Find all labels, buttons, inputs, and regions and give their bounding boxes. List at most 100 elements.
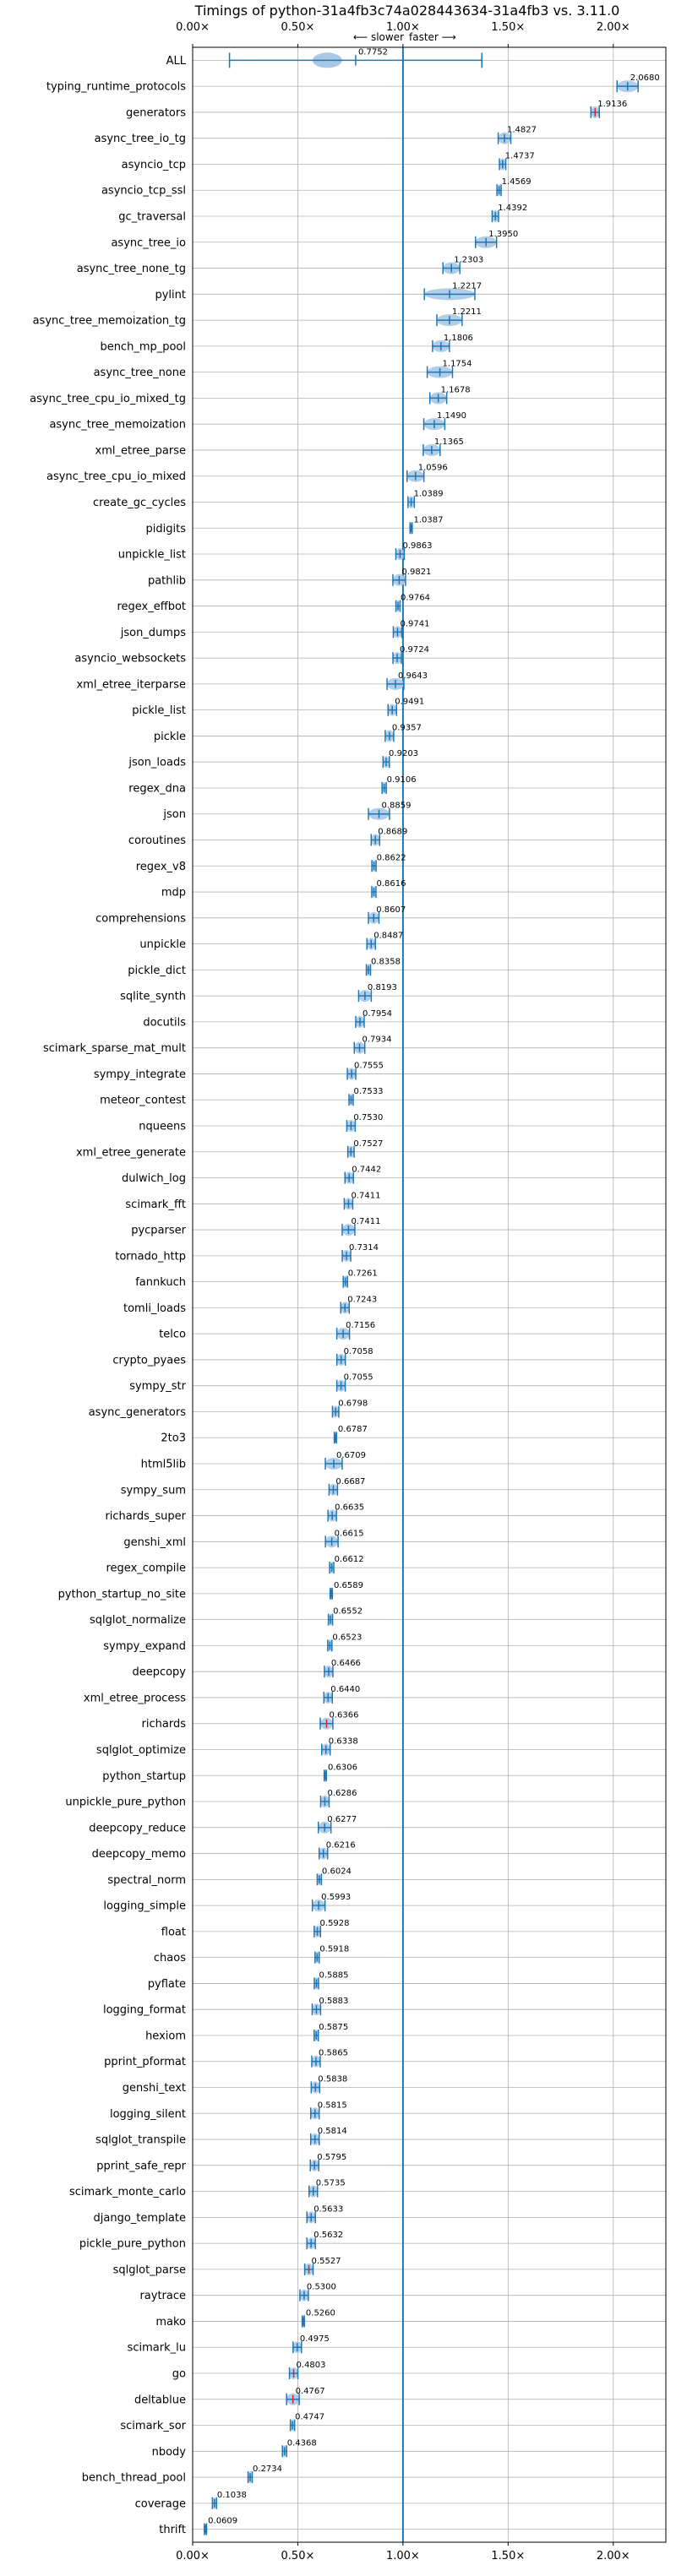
category-label: bench_thread_pool bbox=[82, 2472, 186, 2485]
value-label: 1.2217 bbox=[452, 281, 482, 291]
value-label: 0.5883 bbox=[319, 1997, 348, 2006]
category-label: python_startup_no_site bbox=[58, 1588, 186, 1600]
category-label: meteor_contest bbox=[100, 1095, 186, 1107]
value-label: 1.1678 bbox=[441, 385, 471, 394]
category-label: richards bbox=[142, 1718, 187, 1731]
value-label: 0.8616 bbox=[376, 879, 406, 889]
value-label: 0.6552 bbox=[333, 1607, 363, 1617]
value-label: 0.8487 bbox=[373, 932, 403, 941]
category-label: scimark_fft bbox=[125, 1198, 186, 1211]
category-label: xml_etree_iterparse bbox=[76, 678, 186, 691]
value-label: 1.4827 bbox=[507, 126, 537, 135]
x-tick-label-bottom: 0.50× bbox=[281, 2550, 315, 2562]
plot-area: ALL 0.7752 typing_runtime_protocols 2.0680 g… bbox=[30, 21, 667, 2562]
value-label: 0.1038 bbox=[217, 2491, 247, 2500]
value-label: 0.5993 bbox=[321, 1893, 351, 1902]
category-label: go bbox=[172, 2367, 186, 2380]
value-label: 0.9643 bbox=[398, 671, 428, 681]
category-label: sympy_str bbox=[129, 1380, 186, 1393]
category-label: python_startup bbox=[102, 1770, 186, 1783]
value-label: 0.6024 bbox=[322, 1867, 352, 1876]
category-label: pylint bbox=[155, 289, 186, 302]
value-label: 1.2303 bbox=[454, 256, 483, 265]
category-label: mako bbox=[155, 2316, 186, 2329]
category-label: deepcopy bbox=[132, 1666, 186, 1679]
value-label: 0.7752 bbox=[358, 47, 388, 57]
category-label: unpickle bbox=[139, 938, 186, 951]
value-label: 0.5735 bbox=[316, 2179, 346, 2188]
category-label: tomli_loads bbox=[123, 1302, 186, 1315]
value-label: 1.9136 bbox=[597, 100, 627, 109]
value-label: 0.7314 bbox=[349, 1243, 379, 1253]
value-label: 0.9741 bbox=[400, 619, 429, 628]
value-label: 0.6635 bbox=[335, 1503, 364, 1513]
category-label: sympy_expand bbox=[103, 1640, 186, 1653]
category-label: pickle_dict bbox=[128, 965, 186, 977]
value-label: 0.7954 bbox=[363, 1009, 392, 1019]
value-label: 1.4569 bbox=[502, 177, 532, 187]
category-label: thrift bbox=[159, 2524, 186, 2536]
value-label: 0.7411 bbox=[351, 1191, 380, 1200]
value-label: 1.1754 bbox=[443, 360, 472, 369]
plot-frame bbox=[192, 46, 667, 2543]
value-label: 0.7555 bbox=[354, 1061, 384, 1070]
category-label: coverage bbox=[135, 2497, 186, 2510]
category-label: gc_traversal bbox=[118, 211, 186, 224]
value-label: 1.1490 bbox=[437, 411, 466, 421]
value-label: 0.5928 bbox=[320, 1919, 350, 1928]
category-label: chaos bbox=[154, 1952, 186, 1965]
category-label: deltablue bbox=[134, 2394, 186, 2406]
value-label: 0.6589 bbox=[334, 1581, 363, 1590]
value-label: 0.5632 bbox=[313, 2231, 343, 2240]
category-label: spectral_norm bbox=[107, 1874, 186, 1887]
category-label: async_tree_none_tg bbox=[77, 263, 186, 275]
value-label: 0.9106 bbox=[387, 775, 417, 785]
value-label: 0.5795 bbox=[317, 2153, 346, 2162]
value-label: 0.7527 bbox=[353, 1139, 383, 1149]
category-label: fannkuch bbox=[135, 1276, 186, 1289]
category-label: xml_etree_parse bbox=[95, 444, 186, 457]
value-label: 1.4737 bbox=[505, 151, 535, 160]
value-label: 1.1806 bbox=[444, 334, 473, 343]
x-tick-label-top: 2.00× bbox=[597, 21, 630, 34]
category-label: async_tree_io bbox=[111, 236, 186, 249]
value-label: 0.5300 bbox=[307, 2283, 336, 2292]
category-label: bench_mp_pool bbox=[100, 340, 186, 353]
category-label: typing_runtime_protocols bbox=[46, 81, 186, 94]
value-label: 0.7530 bbox=[353, 1113, 383, 1122]
category-label: xml_etree_process bbox=[84, 1692, 186, 1704]
category-label: json bbox=[162, 808, 186, 821]
x-tick-label-bottom: 0.00× bbox=[176, 2550, 210, 2562]
value-label: 0.7533 bbox=[353, 1087, 383, 1096]
category-label: async_generators bbox=[89, 1406, 187, 1419]
category-label: async_tree_cpu_io_mixed_tg bbox=[30, 393, 186, 405]
value-label: 0.5260 bbox=[306, 2308, 335, 2318]
category-label: scimark_monte_carlo bbox=[69, 2186, 186, 2198]
category-label: unpickle_list bbox=[118, 549, 186, 562]
category-label: crypto_pyaes bbox=[112, 1354, 186, 1367]
category-label: sqlglot_optimize bbox=[96, 1744, 186, 1757]
category-label: asyncio_tcp bbox=[122, 159, 186, 171]
category-label: mdp bbox=[161, 887, 186, 899]
category-label: pathlib bbox=[148, 574, 186, 587]
x-tick-label-top: 0.00× bbox=[176, 21, 210, 34]
category-label: async_tree_memoization bbox=[49, 419, 186, 432]
category-label: scimark_sparse_mat_mult bbox=[43, 1042, 186, 1055]
category-label: asyncio_tcp_ssl bbox=[101, 185, 186, 198]
value-label: 0.9863 bbox=[402, 541, 432, 551]
category-label: deepcopy_reduce bbox=[89, 1822, 186, 1834]
category-label: genshi_xml bbox=[123, 1536, 186, 1549]
category-label: pidigits bbox=[146, 523, 187, 535]
x-tick-label-top: 0.50× bbox=[281, 21, 315, 34]
value-label: 0.4368 bbox=[287, 2438, 317, 2448]
value-label: 0.6306 bbox=[328, 1763, 357, 1772]
category-label: regex_compile bbox=[106, 1562, 186, 1575]
category-label: pprint_pformat bbox=[104, 2056, 186, 2068]
value-label: 0.4803 bbox=[297, 2361, 326, 2370]
category-label: ALL bbox=[166, 55, 187, 68]
x-tick-label-bottom: 1.50× bbox=[491, 2550, 525, 2562]
value-label: 0.0609 bbox=[208, 2517, 237, 2526]
category-label: hexiom bbox=[145, 2030, 186, 2042]
value-label: 1.2211 bbox=[452, 307, 482, 317]
